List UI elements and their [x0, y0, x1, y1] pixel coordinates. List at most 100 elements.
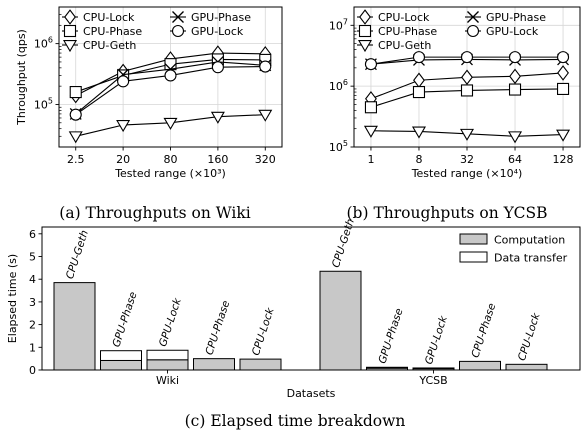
legend-label: GPU-Phase: [191, 11, 251, 24]
chart-throughput-ycsb: 105 106 107 1 8 32 64 128 Tested range (×10⁴) CPU…: [329, 6, 581, 180]
y-tick-label: 107: [329, 17, 348, 32]
legend-item-gpu-phase: GPU-Phase: [170, 11, 251, 24]
legend-label: CPU-Lock: [378, 11, 430, 24]
data-point: [363, 125, 378, 138]
data-point: [509, 68, 521, 85]
data-point: [508, 131, 523, 144]
legend-item-gpu-lock: GPU-Lock: [170, 24, 244, 38]
legend-swatch: [459, 233, 488, 245]
bar-data-transfer: [366, 366, 408, 369]
data-point: [164, 69, 177, 82]
legend-item-cpu-phase: CPU-Phase: [357, 24, 437, 38]
bar-computation: [239, 358, 282, 371]
data-point: [508, 83, 522, 96]
legend-marker: [63, 24, 77, 38]
x-tick-label: 32: [460, 153, 474, 166]
x-tick-label: 1: [367, 153, 374, 166]
bar-wiki-cpu-geth: CPU-Geth: [53, 229, 96, 371]
x-tick-label: 64: [508, 153, 522, 166]
legend-marker: [466, 24, 480, 38]
y-tick-label: 106: [329, 78, 348, 93]
bar-data-transfer: [100, 350, 142, 361]
data-point: [210, 111, 225, 124]
data-point: [69, 86, 82, 99]
legend-marker: [62, 40, 78, 53]
data-point: [556, 82, 570, 95]
bar-computation: [319, 270, 362, 371]
bar-computation: [193, 358, 235, 371]
legend-label: Data transfer: [494, 252, 568, 265]
series-cpu-phase: [364, 82, 570, 114]
y-tick-label: 4: [29, 273, 36, 286]
data-point: [411, 126, 426, 139]
legend-item-gpu-lock: GPU-Lock: [465, 24, 539, 38]
bar-label: GPU-Phase: [110, 290, 139, 348]
bar-computation: [505, 363, 548, 371]
chart-elapsed-time: 0 1 2 3 4 5 6 Elapsed time (s) Datasets CPU-Geth G…: [6, 217, 581, 400]
x-tick-label: 8: [415, 153, 422, 166]
y-tick-label: 1: [29, 341, 36, 354]
data-point: [163, 117, 178, 130]
bar-label: GPU-Phase: [376, 307, 405, 365]
x-axis-title: Datasets: [287, 387, 336, 400]
x-tick-label: 80: [164, 153, 178, 166]
legend-marker: [357, 40, 373, 53]
bar-data-transfer: [412, 367, 455, 370]
bar-wiki-cpu-phase: CPU-Phase: [193, 299, 235, 371]
bar-ycsb-gpu-lock: GPU-Lock: [412, 314, 455, 371]
bar-computation: [53, 282, 96, 371]
legend-label: CPU-Phase: [83, 25, 142, 38]
legend-item-computation: Computation: [459, 233, 565, 247]
legend-label: CPU-Lock: [83, 11, 135, 24]
legend-label: CPU-Geth: [378, 39, 431, 52]
plot-frame: [41, 226, 581, 371]
legend-label: Computation: [494, 234, 565, 247]
data-point: [460, 84, 474, 97]
data-point: [412, 51, 426, 64]
data-point: [164, 58, 177, 71]
data-point: [460, 51, 474, 64]
legend-marker: [64, 9, 76, 25]
series-cpu-geth: [363, 125, 571, 144]
bar-label: CPU-Geth: [64, 229, 91, 281]
bar-label: CPU-Phase: [203, 299, 232, 356]
bar-label: CPU-Lock: [516, 311, 543, 362]
legend-item-data-transfer: Data transfer: [459, 251, 568, 265]
legend: Computation Data transfer: [459, 233, 568, 265]
legend-item-cpu-geth: CPU-Geth: [357, 39, 431, 53]
y-tick-label: 105: [34, 96, 53, 111]
bar-wiki-cpu-lock: CPU-Lock: [239, 306, 282, 371]
y-tick-label: 5: [29, 251, 36, 264]
y-tick-label: 0: [29, 364, 36, 377]
data-point: [556, 51, 570, 64]
bar-label: GPU-Lock: [423, 314, 450, 366]
x-tick-label: 2.5: [67, 153, 85, 166]
bar-ycsb-gpu-phase: GPU-Phase: [366, 307, 408, 371]
data-point: [508, 51, 522, 64]
x-tick-label: 160: [207, 153, 228, 166]
data-point: [461, 69, 473, 86]
y-tick-label: 3: [29, 296, 36, 309]
x-tick-label: 20: [116, 153, 130, 166]
data-point: [557, 65, 569, 81]
legend-label: GPU-Lock: [191, 25, 244, 38]
y-tick-label: 6: [29, 228, 36, 241]
y-axis-title: Throughput (qps): [15, 29, 28, 126]
series-cpu-lock: [365, 65, 569, 107]
x-tick-label: 320: [255, 153, 276, 166]
bar-wiki-gpu-phase: GPU-Phase: [100, 290, 142, 371]
caption-b: (b) Throughputs on YCSB: [347, 204, 548, 222]
legend-label: CPU-Phase: [378, 25, 437, 38]
caption-c: (c) Elapsed time breakdown: [185, 412, 406, 430]
legend-item-cpu-geth: CPU-Geth: [62, 39, 136, 53]
data-point: [412, 86, 426, 99]
x-tick-label: 128: [553, 153, 574, 166]
data-point: [69, 108, 82, 121]
bar-ycsb-cpu-phase: CPU-Phase: [459, 302, 501, 371]
bar-label: GPU-Lock: [157, 296, 184, 348]
bar-ycsb-cpu-geth: CPU-Geth: [319, 217, 362, 371]
group-wiki: CPU-Geth GPU-Phase GPU-Lock CPU-Phase CPU-Lo…: [53, 229, 282, 387]
legend-marker: [172, 11, 184, 23]
